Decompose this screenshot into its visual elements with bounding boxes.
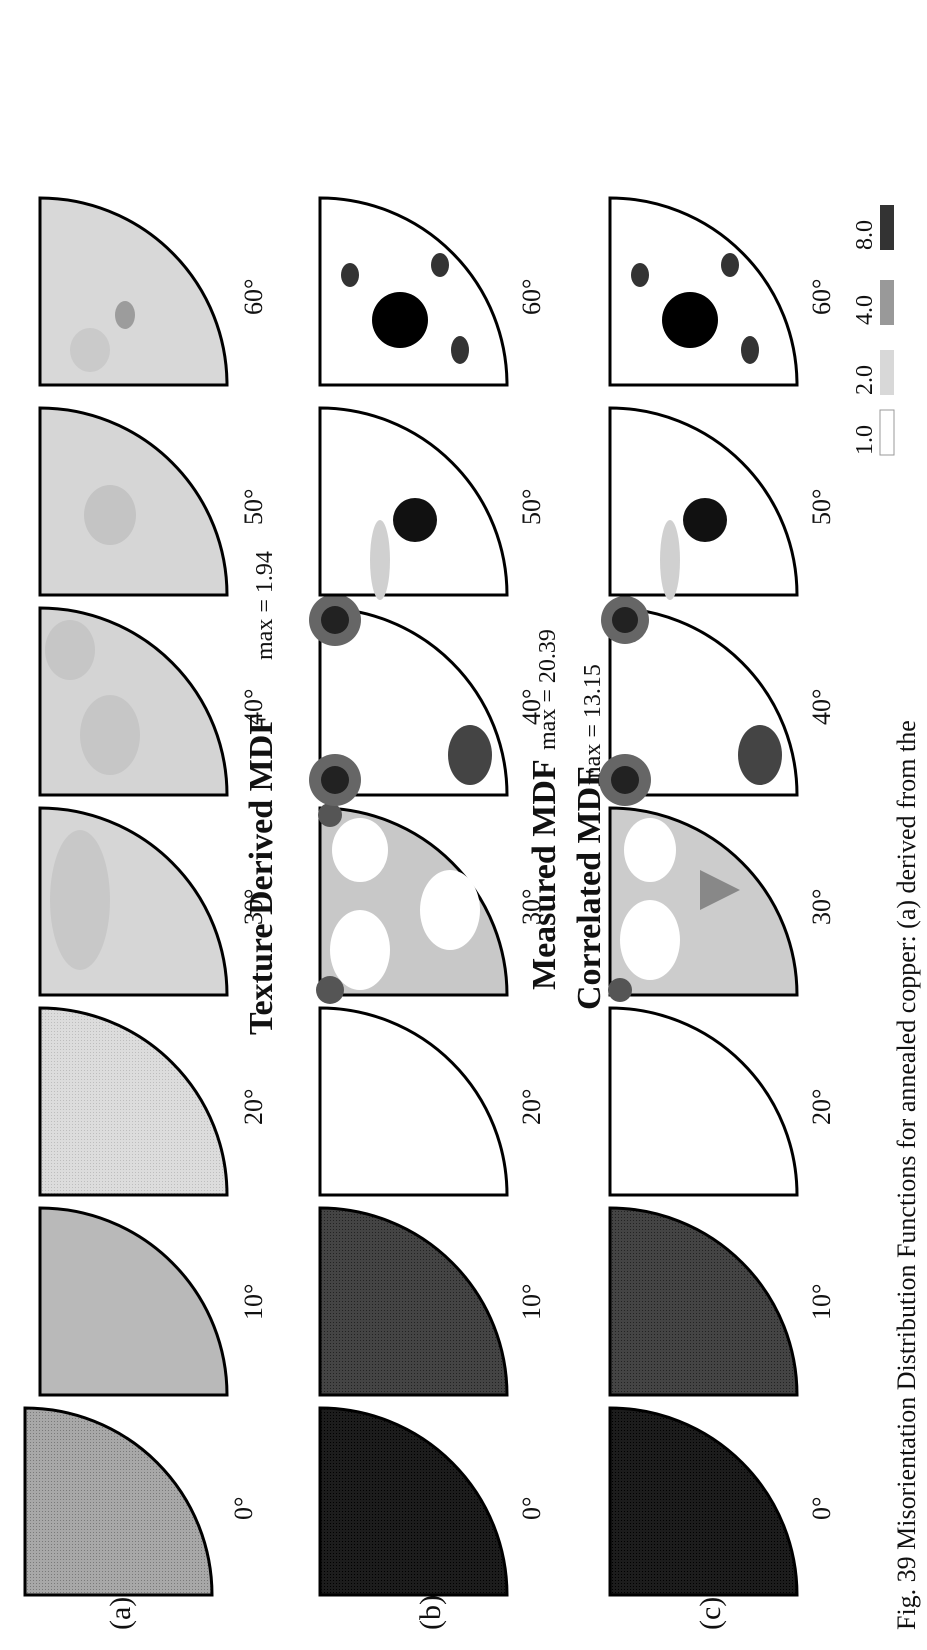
panel-title-a: Texture Derived MDF — [243, 714, 280, 1035]
angle-label-a-10: 10° — [239, 1284, 268, 1320]
section-b-40 — [309, 594, 509, 806]
angle-label-a-30: 30° — [239, 889, 268, 925]
panel-letter-b: (b) — [414, 1595, 447, 1630]
angle-label-c-0: 0° — [807, 1497, 836, 1520]
angle-label-b-30: 30° — [517, 889, 546, 925]
panel-max-a: max = 1.94 — [252, 551, 278, 660]
section-b-0 — [318, 1406, 509, 1597]
scale-label-1: 1.0 — [852, 425, 878, 455]
section-b-60 — [318, 196, 509, 387]
section-c-40 — [599, 596, 799, 806]
section-b-30 — [316, 803, 509, 1004]
section-a-20 — [38, 1006, 229, 1197]
section-a-10 — [38, 1206, 229, 1397]
angle-label-a-20: 20° — [239, 1089, 268, 1125]
section-b-20 — [318, 1006, 509, 1197]
panel-b: (b) Measured MDF max = 20.39 — [309, 196, 563, 1630]
panel-title-b: Measured MDF — [526, 759, 563, 990]
angle-label-b-10: 10° — [517, 1284, 546, 1320]
angle-label-c-10: 10° — [807, 1284, 836, 1320]
angle-label-c-60: 60° — [807, 279, 836, 315]
section-c-0 — [608, 1406, 799, 1597]
panel-title-c: Correlated MDF — [571, 766, 608, 1010]
section-a-30 — [38, 806, 229, 997]
angle-label-a-60: 60° — [239, 279, 268, 315]
panel-a: (a) Texture Derived MDF max = 1.94 — [23, 196, 280, 1630]
panel-letter-a: (a) — [104, 1597, 137, 1630]
angle-label-a-50: 50° — [239, 489, 268, 525]
angle-label-c-40: 40° — [807, 689, 836, 725]
section-b-10 — [318, 1206, 509, 1397]
angle-label-a-40: 40° — [239, 689, 268, 725]
section-a-50 — [38, 406, 229, 597]
section-a-60 — [38, 196, 229, 387]
angle-label-b-40: 40° — [517, 689, 546, 725]
panel-max-b: max = 20.39 — [535, 629, 561, 750]
panel-c: (c) Correlated MDF max = 13.15 — [571, 196, 836, 1630]
angle-label-b-60: 60° — [517, 279, 546, 315]
grey-scale-key: 1.0 2.0 4.0 8.0 — [852, 205, 895, 456]
angle-label-c-50: 50° — [807, 489, 836, 525]
panel-letter-c: (c) — [694, 1597, 727, 1630]
section-a-0 — [23, 1406, 214, 1597]
section-c-30 — [608, 806, 799, 1002]
scale-label-4: 4.0 — [852, 295, 878, 325]
section-c-60 — [608, 196, 799, 387]
section-c-50 — [608, 406, 799, 600]
angle-label-b-20: 20° — [517, 1089, 546, 1125]
section-c-20 — [608, 1006, 799, 1197]
scale-label-8: 8.0 — [852, 220, 878, 250]
scale-label-2: 2.0 — [852, 365, 878, 395]
section-c-10 — [608, 1206, 799, 1397]
section-a-40 — [38, 606, 229, 797]
angle-label-c-20: 20° — [807, 1089, 836, 1125]
figure-caption: Fig. 39 Misorientation Distribution Func… — [892, 720, 921, 1630]
angle-label-b-50: 50° — [517, 489, 546, 525]
section-b-50 — [318, 406, 509, 600]
angle-label-c-30: 30° — [807, 889, 836, 925]
angle-label-a-0: 0° — [229, 1497, 258, 1520]
panel-max-c: max = 13.15 — [580, 664, 606, 785]
angle-label-b-0: 0° — [517, 1497, 546, 1520]
